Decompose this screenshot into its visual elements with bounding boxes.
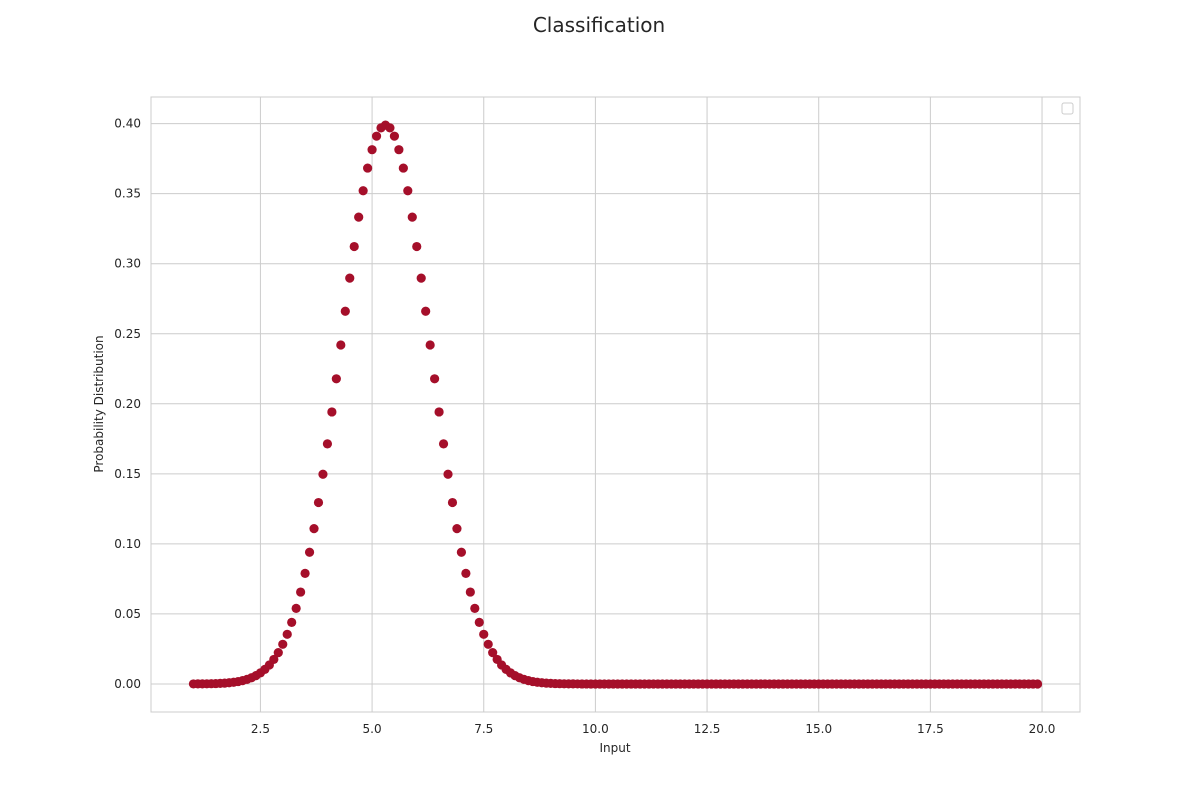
data-point [296, 587, 306, 597]
data-point [304, 547, 315, 557]
y-tick-label: 0.25 [114, 327, 141, 341]
y-tick-label: 0.35 [114, 187, 141, 201]
data-point [1032, 679, 1043, 689]
data-point [488, 648, 498, 658]
data-point [371, 131, 382, 141]
grid [151, 97, 1080, 712]
data-point [416, 273, 426, 283]
data-point [443, 469, 453, 479]
x-tick-label: 15.0 [805, 722, 832, 736]
chart-title: Classification [533, 13, 665, 37]
legend-box [1061, 102, 1074, 115]
data-point [394, 145, 404, 155]
data-point [483, 639, 493, 649]
data-point [331, 374, 341, 384]
data-point [447, 497, 458, 508]
data-point [269, 654, 279, 665]
y-tick-label: 0.10 [114, 537, 141, 551]
data-point [389, 131, 400, 141]
data-point [430, 374, 440, 384]
data-point [336, 340, 346, 350]
y-tick-label: 0.30 [114, 257, 141, 271]
data-point [309, 523, 319, 534]
data-point [438, 439, 449, 449]
data-points [188, 120, 1043, 689]
data-point [452, 523, 462, 534]
data-point [322, 439, 333, 449]
data-point [398, 163, 408, 173]
y-tick-label: 0.05 [114, 607, 141, 621]
data-point [367, 145, 377, 155]
x-axis-label: Input [599, 741, 630, 755]
data-point [470, 603, 480, 613]
x-tick-label: 7.5 [474, 722, 493, 736]
data-point [340, 306, 350, 316]
data-point [354, 212, 364, 222]
y-axis-label: Probability Distribution [92, 335, 106, 472]
data-point [421, 306, 431, 316]
x-axis-ticks: 2.5 5.0 7.5 10.0 12.5 15.0 17.5 20.0 [251, 722, 1056, 736]
data-point [474, 617, 484, 627]
x-tick-label: 5.0 [363, 722, 382, 736]
plot-frame [150, 96, 1081, 713]
y-tick-label: 0.00 [114, 677, 141, 691]
x-tick-label: 17.5 [917, 722, 944, 736]
data-point [358, 186, 368, 196]
data-point [318, 469, 328, 479]
data-point [363, 163, 373, 173]
data-point [403, 186, 413, 196]
data-point [461, 568, 471, 578]
data-point [287, 617, 297, 627]
data-point [434, 407, 444, 417]
data-point [291, 603, 301, 613]
data-point [385, 123, 395, 133]
y-tick-label: 0.40 [114, 117, 141, 131]
x-tick-label: 12.5 [694, 722, 721, 736]
data-point [465, 587, 475, 597]
x-tick-label: 20.0 [1029, 722, 1056, 736]
data-point [479, 629, 489, 639]
data-point [300, 568, 310, 578]
data-point [345, 273, 355, 283]
x-tick-label: 10.0 [582, 722, 609, 736]
x-tick-label: 2.5 [251, 722, 270, 736]
data-point [278, 639, 288, 649]
data-point [425, 340, 435, 350]
data-point [456, 547, 467, 557]
data-point [273, 648, 283, 658]
data-point [282, 629, 292, 639]
data-point [407, 212, 417, 222]
data-point [349, 241, 359, 252]
y-axis-ticks: 0.00 0.05 0.10 0.15 0.20 0.25 0.30 0.35 0.40 [114, 117, 141, 691]
y-tick-label: 0.15 [114, 467, 141, 481]
data-point [412, 241, 422, 252]
data-point [327, 407, 337, 417]
data-point [313, 497, 324, 508]
y-tick-label: 0.20 [114, 397, 141, 411]
